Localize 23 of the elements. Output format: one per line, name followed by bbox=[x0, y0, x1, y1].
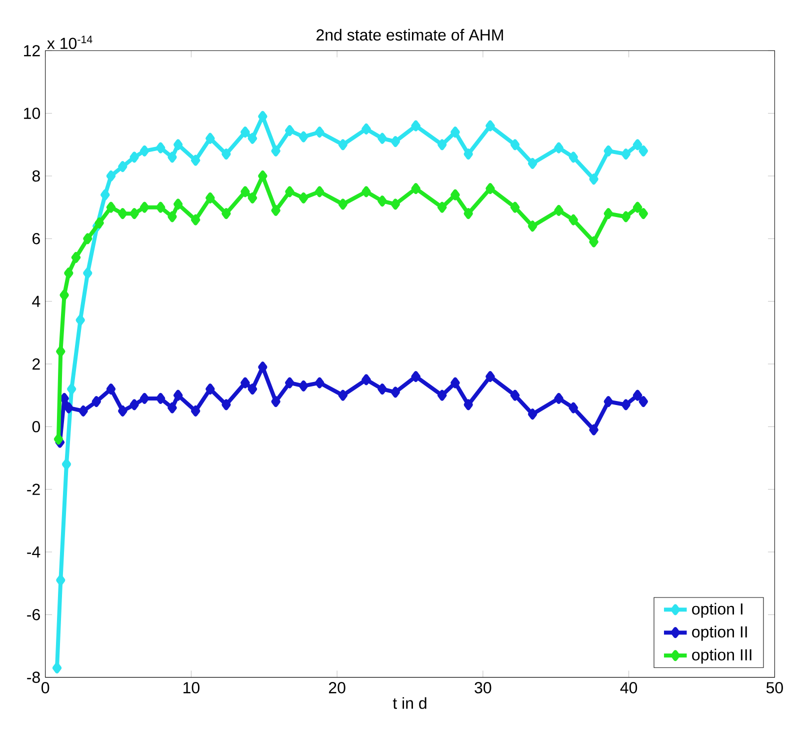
y-tick-label: 6 bbox=[32, 232, 40, 244]
legend-label: option I bbox=[692, 602, 742, 618]
y-tick-label: 10 bbox=[24, 108, 40, 119]
x-tick-label: 40 bbox=[620, 682, 638, 694]
text: x 10$^{-14}$ bbox=[47, 36, 92, 50]
y-tick-label: -6 bbox=[27, 608, 40, 620]
y-tick-label: 8 bbox=[32, 170, 40, 182]
x-tick-label: 30 bbox=[474, 682, 492, 694]
y-tick-label: 4 bbox=[32, 296, 40, 307]
legend-label: option III bbox=[692, 648, 752, 664]
y-tick-label: -4 bbox=[27, 546, 40, 558]
legend-label: option II bbox=[692, 626, 747, 641]
x-tick-label: 10 bbox=[184, 682, 200, 694]
y-tick-label: 0 bbox=[32, 420, 40, 432]
chart-title: 2nd state estimate of AHM bbox=[316, 28, 503, 41]
x-tick-label: 0 bbox=[42, 682, 50, 694]
x-tick-label: 20 bbox=[328, 682, 346, 694]
x-tick-label: 50 bbox=[766, 682, 783, 694]
y-tick-label: 2 bbox=[32, 358, 40, 370]
y-tick-label: -8 bbox=[27, 672, 40, 683]
y-tick-label: -2 bbox=[27, 484, 40, 495]
x-axis-title: t in d bbox=[392, 697, 426, 709]
y-tick-label: 12 bbox=[24, 45, 40, 56]
